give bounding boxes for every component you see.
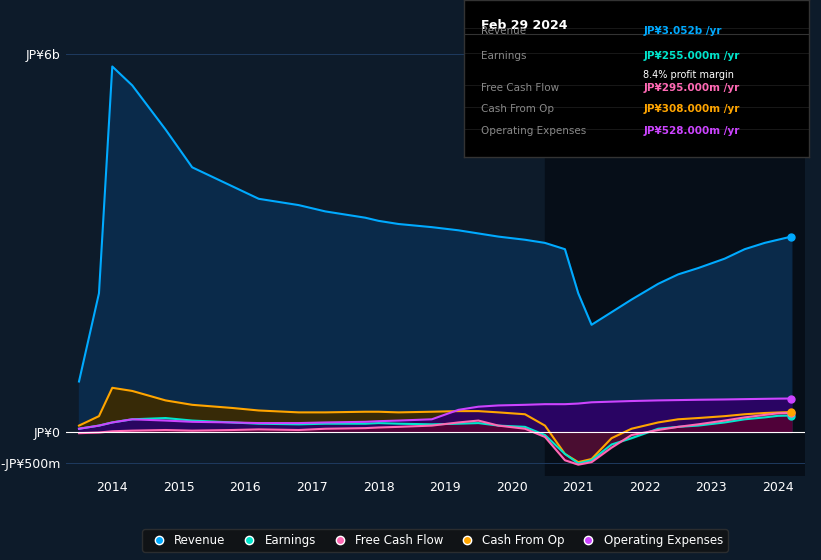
Text: JP¥255.000m /yr: JP¥255.000m /yr [643, 51, 740, 61]
Text: Feb 29 2024: Feb 29 2024 [481, 19, 567, 32]
Text: Free Cash Flow: Free Cash Flow [481, 82, 559, 92]
Text: JP¥308.000m /yr: JP¥308.000m /yr [643, 105, 740, 114]
Text: JP¥295.000m /yr: JP¥295.000m /yr [643, 82, 740, 92]
Text: Operating Expenses: Operating Expenses [481, 127, 586, 137]
Text: 8.4% profit margin: 8.4% profit margin [643, 70, 734, 80]
Text: Earnings: Earnings [481, 51, 526, 61]
Text: JP¥528.000m /yr: JP¥528.000m /yr [643, 127, 740, 137]
Text: JP¥3.052b /yr: JP¥3.052b /yr [643, 26, 722, 36]
Text: Revenue: Revenue [481, 26, 526, 36]
Text: Cash From Op: Cash From Op [481, 105, 554, 114]
Legend: Revenue, Earnings, Free Cash Flow, Cash From Op, Operating Expenses: Revenue, Earnings, Free Cash Flow, Cash … [143, 529, 727, 552]
Bar [545, 22, 805, 476]
